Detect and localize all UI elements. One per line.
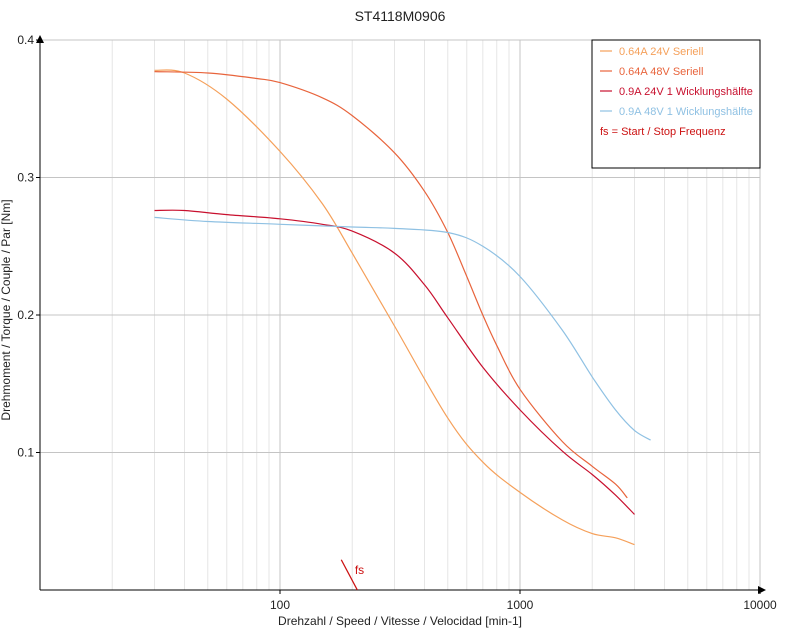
y-axis-label: Drehmoment / Torque / Couple / Par [Nm] <box>0 199 13 420</box>
x-tick-label: 100 <box>270 598 290 612</box>
y-tick-label: 0.3 <box>17 171 34 185</box>
x-axis-label: Drehzahl / Speed / Vitesse / Velocidad [… <box>278 614 522 628</box>
axes: 100 1000 10000 0.1 0.2 0.3 0.4 <box>17 33 777 612</box>
legend-entry: 0.64A 24V Seriell <box>619 46 703 58</box>
series-line-1 <box>154 69 635 546</box>
legend: 0.64A 24V Seriell 0.64A 48V Seriell 0.9A 2… <box>591 39 761 169</box>
series-line-2 <box>154 71 628 499</box>
x-axis-arrow <box>758 586 766 594</box>
series-layer <box>154 69 651 546</box>
annotations: fs <box>340 559 364 591</box>
x-tick-label: 1000 <box>507 598 534 612</box>
legend-note: fs = Start / Stop Frequenz <box>600 126 726 138</box>
chart-title: ST4118M0906 <box>355 8 446 24</box>
legend-entry: 0.64A 48V Seriell <box>619 66 703 78</box>
legend-entry: 0.9A 24V 1 Wicklungshälfte <box>619 86 753 98</box>
legend-entry: 0.9A 48V 1 Wicklungshälfte <box>619 106 753 118</box>
y-tick-label: 0.4 <box>17 33 34 47</box>
series-line-4 <box>154 216 651 441</box>
y-tick-label: 0.1 <box>17 446 34 460</box>
y-axis-arrow <box>36 35 44 43</box>
fs-marker-line <box>340 559 358 591</box>
legend-box <box>591 39 761 169</box>
fs-marker-label: fs <box>355 563 364 577</box>
x-tick-label: 10000 <box>743 598 777 612</box>
series-line-3 <box>154 209 635 515</box>
y-tick-label: 0.2 <box>17 308 34 322</box>
